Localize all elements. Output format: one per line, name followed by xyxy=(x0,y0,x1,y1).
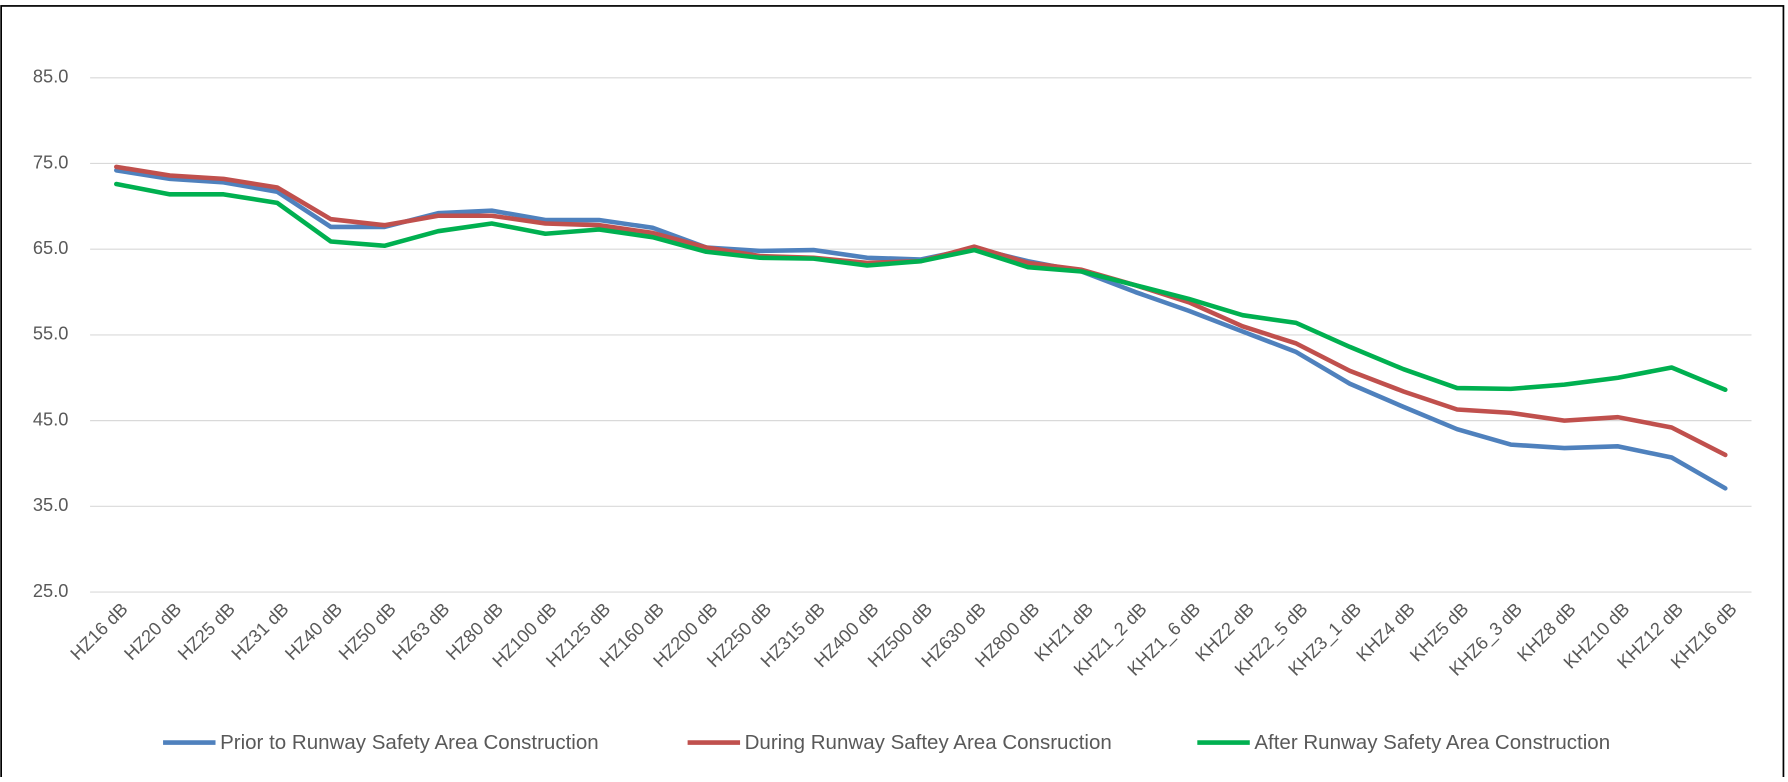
y-tick-label: 85.0 xyxy=(33,66,69,87)
y-tick-label: 75.0 xyxy=(33,151,69,172)
legend-label: During Runway Saftey Area Consruction xyxy=(745,731,1112,754)
chart-border xyxy=(0,5,1785,782)
y-tick-label: 65.0 xyxy=(33,237,69,258)
y-tick-label: 25.0 xyxy=(33,580,69,601)
legend-label: Prior to Runway Safety Area Construction xyxy=(220,731,599,754)
y-tick-label: 45.0 xyxy=(33,408,69,429)
series-line xyxy=(114,181,1728,393)
y-tick-label: 35.0 xyxy=(33,494,69,515)
y-tick-label: 55.0 xyxy=(33,323,69,344)
legend-label: After Runway Safety Area Construction xyxy=(1254,731,1610,754)
